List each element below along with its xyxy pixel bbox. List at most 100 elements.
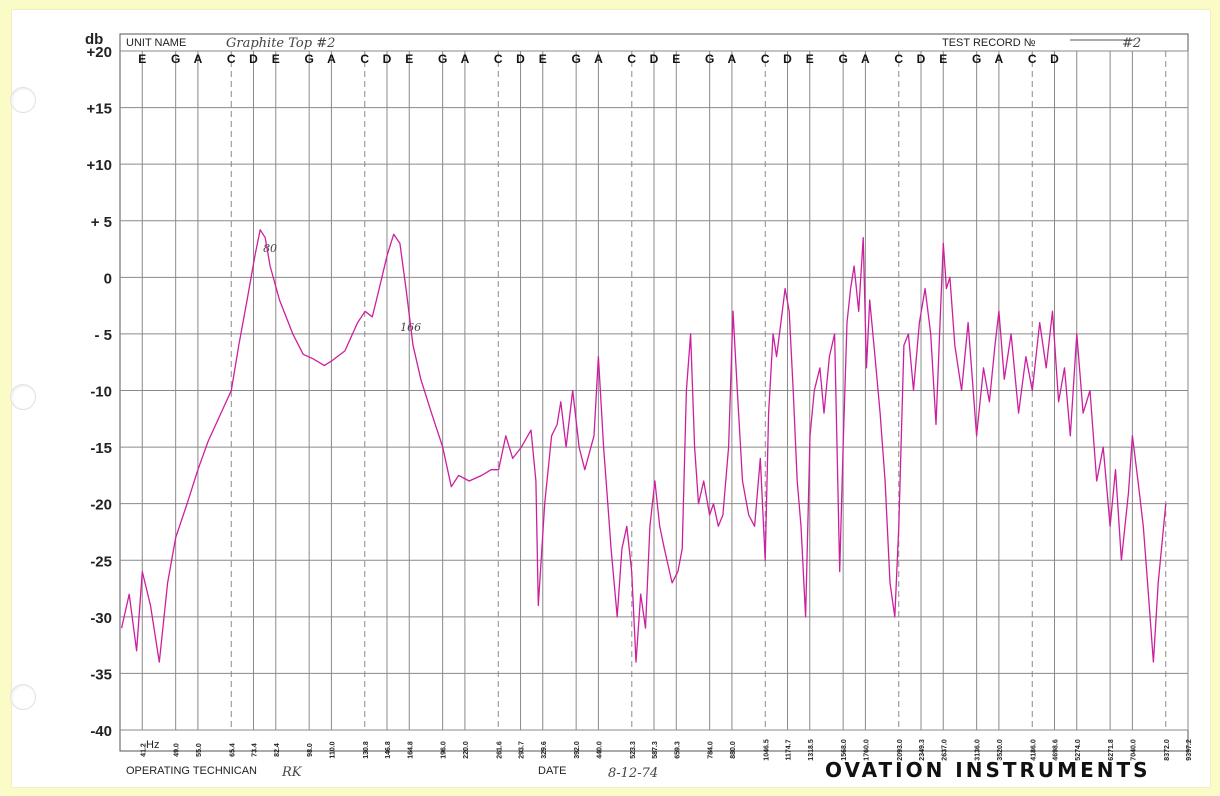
note-label: G — [571, 52, 580, 66]
note-label: E — [672, 52, 680, 66]
punch-hole-bottom — [10, 684, 36, 710]
note-label: D — [650, 52, 659, 66]
x-tick-label: 293.7 — [519, 741, 526, 759]
brand-logo: OVATION INSTRUMENTS — [825, 758, 1151, 782]
note-label: E — [806, 52, 814, 66]
x-tick-label: 392.0 — [574, 741, 581, 759]
x-tick-label: 1046.5 — [763, 739, 770, 761]
x-tick-label: 2093.0 — [897, 739, 904, 761]
x-tick-label: 49.0 — [174, 743, 181, 757]
x-tick-label: 41.2 — [140, 743, 147, 757]
test-record-value: #2 — [1122, 36, 1141, 51]
x-tick-label: 659.3 — [674, 741, 681, 759]
note-label: D — [1050, 52, 1059, 66]
note-label: C — [894, 52, 903, 66]
x-tick-label: 880.0 — [730, 741, 737, 759]
note-label: C — [1028, 52, 1037, 66]
y-tick-label: -20 — [90, 497, 112, 514]
date-label: DATE — [538, 765, 567, 777]
response-curve — [120, 229, 1167, 663]
x-tick-label: 130.8 — [363, 741, 370, 759]
note-label: C — [761, 52, 770, 66]
x-tick-label: 196.0 — [441, 741, 448, 759]
x-tick-label: 523.3 — [630, 741, 637, 759]
note-label: C — [227, 52, 236, 66]
y-axis-unit-label: db — [85, 31, 103, 48]
x-tick-label: 55.0 — [196, 743, 203, 757]
test-record-label: TEST RECORD № — [942, 37, 1036, 49]
y-tick-label: +20 — [87, 44, 112, 61]
grid — [119, 33, 1189, 752]
unit-name-label: UNIT NAME — [126, 37, 186, 49]
note-label: C — [494, 52, 503, 66]
note-label: D — [516, 52, 525, 66]
note-label: E — [939, 52, 947, 66]
x-tick-label: 9397.2 — [1186, 739, 1193, 761]
note-label: G — [972, 52, 981, 66]
x-axis-unit-label: Hz — [146, 739, 159, 751]
y-tick-label: -10 — [90, 384, 112, 401]
y-tick-label: -40 — [90, 723, 112, 740]
note-label: G — [171, 52, 180, 66]
x-tick-label: 146.8 — [385, 741, 392, 759]
note-label: G — [838, 52, 847, 66]
x-tick-label: 1318.5 — [808, 739, 815, 761]
note-label: G — [705, 52, 714, 66]
x-tick-label: 220.0 — [463, 741, 470, 759]
x-tick-label: 110.0 — [329, 741, 336, 758]
x-tick-label: 1568.0 — [841, 739, 848, 761]
x-tick-label: 3520.0 — [997, 739, 1004, 761]
note-label: A — [461, 52, 470, 66]
chart-sheet — [10, 10, 1210, 787]
y-tick-label: -30 — [90, 610, 112, 627]
y-tick-label: 0 — [104, 270, 112, 287]
x-tick-label: 440.0 — [596, 741, 603, 759]
technician-label: OPERATING TECHNICAN — [126, 765, 257, 777]
note-label: C — [360, 52, 369, 66]
peak-annotation: 80 — [263, 242, 277, 255]
note-label: A — [327, 52, 336, 66]
y-axis-ticks: +20 +15 +10 + 5 0 - 5 -10 -15 -20 -25 -30 -35 -40 — [87, 44, 112, 740]
note-label: A — [861, 52, 870, 66]
note-label: D — [383, 52, 392, 66]
x-tick-label: 6271.8 — [1108, 739, 1115, 761]
x-tick-label: 2637.0 — [941, 739, 948, 761]
x-tick-label: 329.6 — [541, 741, 548, 759]
note-label: E — [405, 52, 413, 66]
x-tick-label: 1760.0 — [863, 739, 870, 761]
series-layer — [120, 229, 1167, 663]
y-tick-label: +15 — [87, 101, 112, 118]
x-tick-label: 65.4 — [229, 743, 236, 757]
y-tick-label: + 5 — [91, 214, 112, 231]
x-tick-label: 784.0 — [708, 741, 715, 759]
note-label: A — [594, 52, 603, 66]
note-label: C — [627, 52, 636, 66]
punch-hole-top — [10, 87, 36, 113]
x-tick-label: 73.4 — [251, 743, 258, 757]
frequency-labels: 41.2 49.0 55.0 65.4 73.4 82.4 98.0 110.0 130.8 14… — [140, 739, 1193, 761]
note-label: A — [995, 52, 1004, 66]
x-tick-label: 98.0 — [307, 743, 314, 757]
punch-hole-middle — [10, 384, 36, 410]
x-tick-label: 5274.0 — [1075, 739, 1082, 761]
note-label: A — [728, 52, 737, 66]
note-label: E — [138, 52, 146, 66]
note-label: G — [438, 52, 447, 66]
note-label: D — [249, 52, 258, 66]
note-label: A — [194, 52, 203, 66]
technician-initials: RK — [281, 765, 303, 780]
y-tick-label: -15 — [90, 440, 112, 457]
note-label: G — [304, 52, 313, 66]
x-tick-label: 2349.3 — [919, 739, 926, 761]
note-label: D — [783, 52, 792, 66]
x-tick-label: 8372.0 — [1164, 739, 1171, 761]
unit-name-value: Graphite Top #2 — [226, 36, 335, 51]
date-value: 8-12-74 — [608, 766, 658, 781]
x-tick-label: 164.8 — [407, 741, 414, 759]
x-tick-label: 4698.6 — [1053, 739, 1060, 761]
note-label: E — [539, 52, 547, 66]
y-tick-label: - 5 — [94, 327, 112, 344]
x-tick-label: 4186.0 — [1030, 739, 1037, 761]
